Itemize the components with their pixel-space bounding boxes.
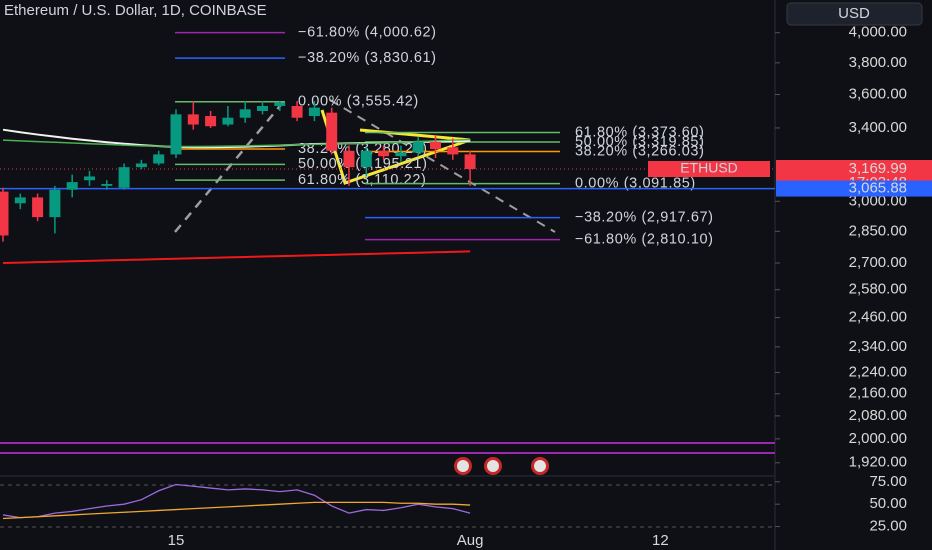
fib-label: 0.00% (3,555.42) <box>298 94 419 110</box>
y-tick-label: 2,080.00 <box>849 407 907 424</box>
fib-label: −38.20% (3,830.61) <box>298 50 437 66</box>
plot-area: −61.80% (4,000.62) −38.20% (3,830.61) 0.00… <box>0 24 775 520</box>
rsi-tick-label: 50.00 <box>869 495 907 512</box>
y-tick-label: 1,920.00 <box>849 454 907 471</box>
candle-body <box>0 191 9 236</box>
y-tick-label: 2,000.00 <box>849 430 907 447</box>
candle-body <box>274 102 286 106</box>
moving-average <box>2 138 471 148</box>
candle-body <box>170 114 182 155</box>
rsi-tick-label: 75.00 <box>869 473 907 490</box>
fib-label: −61.80% (2,810.10) <box>575 231 714 247</box>
drawings <box>0 2 923 528</box>
y-tick-label: 2,580.00 <box>849 281 907 298</box>
fib-label: 50.00% (3,319.85) <box>575 134 705 150</box>
last-price-label: 3,169.99 <box>849 160 907 177</box>
y-tick-label: 3,400.00 <box>849 119 907 136</box>
candle-body <box>257 105 268 111</box>
y-tick-label: 2,240.00 <box>849 363 907 380</box>
fib-label: 38.20% (3,266.03) <box>575 143 705 159</box>
fib-label: 0.00% (3,091.85) <box>575 175 696 191</box>
fib-label: −61.80% (4,000.62) <box>298 24 437 40</box>
symbol-label: ETHUSD <box>680 160 738 176</box>
candle-body <box>66 182 78 190</box>
candle-body <box>49 189 61 218</box>
fib-label: 61.80% (3,110.22) <box>298 172 426 188</box>
y-tick-label: 4,000.00 <box>849 24 907 41</box>
symbol-tag <box>648 161 770 178</box>
x-tick-label: 15 <box>168 532 185 549</box>
candle-body <box>118 167 130 188</box>
y-tick-label: 2,850.00 <box>849 222 907 239</box>
candle-body <box>187 114 199 125</box>
fib-label: 61.80% (3,373.60) <box>575 124 705 140</box>
y-tick-label: 2,160.00 <box>849 385 907 402</box>
candle-body <box>135 163 147 168</box>
candle-body <box>326 112 338 151</box>
candle-body <box>343 150 355 168</box>
currency-button[interactable]: USD <box>838 5 870 22</box>
x-tick-label: Aug <box>457 532 484 549</box>
rsi-line <box>2 501 471 520</box>
candle-body <box>84 176 95 181</box>
chart-title: Ethereum / U.S. Dollar, 1D, COINBASE <box>4 2 267 19</box>
candle-body <box>308 107 320 117</box>
candle-body <box>14 197 26 204</box>
candle-body <box>239 109 251 118</box>
candle-body <box>464 154 476 170</box>
price-line-tag <box>776 180 932 197</box>
candle-body <box>360 150 372 168</box>
price-line-label: 3,065.88 <box>849 180 907 197</box>
candle-body <box>378 150 390 157</box>
candle-body <box>291 105 303 118</box>
moving-average <box>2 250 471 265</box>
candle-body <box>412 141 424 153</box>
candle-body <box>205 116 217 127</box>
x-tick-label: 12 <box>652 532 669 549</box>
y-tick-label: 2,340.00 <box>849 338 907 355</box>
candle-body <box>447 147 459 155</box>
candle-body <box>430 141 441 150</box>
y-tick-label: 2,700.00 <box>849 254 907 271</box>
fib-label: −38.20% (2,917.67) <box>575 209 714 225</box>
rsi-line <box>2 483 471 519</box>
candle-body <box>32 197 44 218</box>
candle-body <box>153 154 165 164</box>
rsi-tick-label: 25.00 <box>869 518 907 535</box>
y-tick-label: 3,800.00 <box>849 54 907 71</box>
candle-body <box>101 183 113 186</box>
candle-body <box>222 117 234 125</box>
y-tick-label: 3,600.00 <box>849 85 907 102</box>
y-tick-label: 2,460.00 <box>849 309 907 326</box>
candle-body <box>395 152 407 157</box>
